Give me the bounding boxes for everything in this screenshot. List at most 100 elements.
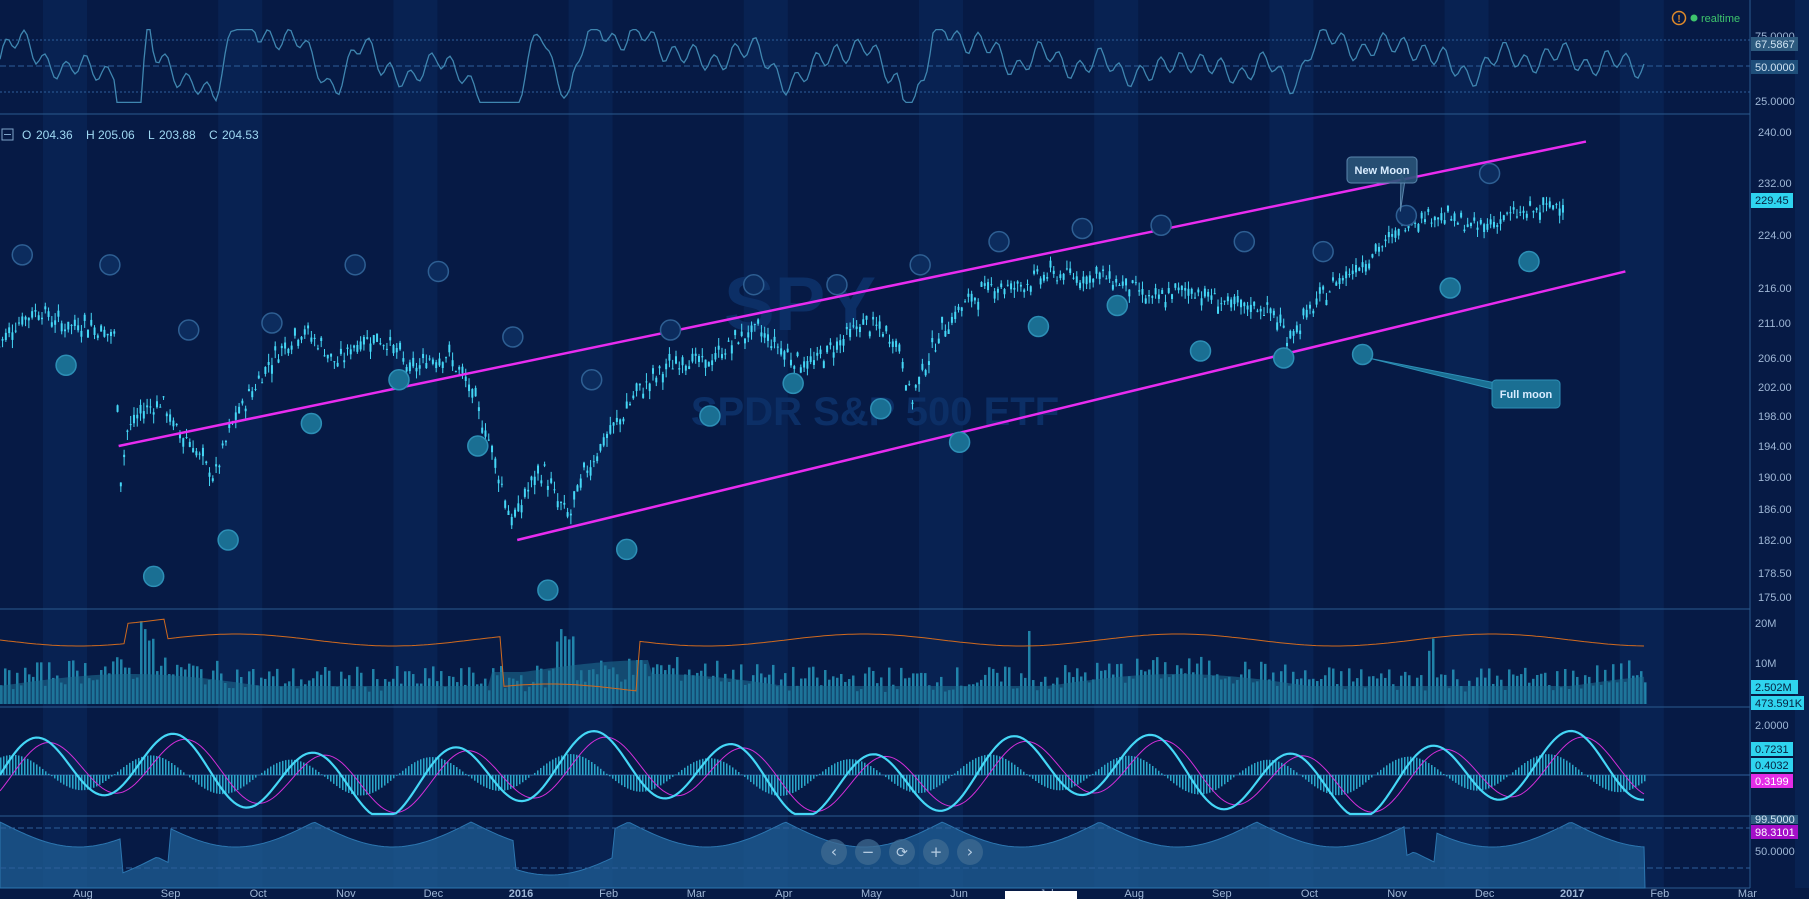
candle-body [852,325,855,327]
candle-body [441,362,444,369]
macd-hist-bar [282,760,284,775]
macd-hist-bar [474,775,476,781]
macd-hist-bar [123,767,125,775]
macd-hist-bar [795,775,797,792]
macd-hist-bar [1239,772,1241,775]
price-tick-label: 211.00 [1758,318,1791,330]
candle-body [776,346,779,348]
collapse-toggle[interactable] [1,128,14,141]
macd-hist-bar [591,761,593,775]
full-moon-callout[interactable] [1491,379,1561,409]
refresh-icon: ⟳ [896,845,908,861]
scroll-right-button-bg[interactable] [957,839,983,865]
candle-body [1538,212,1541,220]
full-moon-marker [467,435,489,457]
candle-body [198,453,201,455]
macd-hist-bar [1500,775,1502,782]
callouts: New Moon Full moon [1346,156,1561,409]
macd-hist-bar [780,775,782,796]
zoom-in-button[interactable]: + [923,839,949,865]
macd-hist-bar [1272,760,1274,775]
candle-body [458,366,461,370]
time-tick-label: Aug [73,888,93,899]
macd-hist-bar [1599,775,1601,786]
reset-button-bg[interactable] [889,839,915,865]
candle-body [553,489,556,491]
candle-body [343,360,346,363]
candle-body [678,368,681,370]
reset-button[interactable]: ⟳ [889,839,915,865]
macd-hist-bar [171,763,173,775]
candle-body [1210,295,1213,300]
candle-body [619,419,622,425]
macd-hist-bar [963,766,965,775]
zoom-out-button[interactable]: − [855,839,881,865]
full-moon-marker [142,565,165,588]
macd-hist-bar [1344,775,1346,795]
macd-hist-bar [1332,775,1334,795]
macd-hist-bar [1386,765,1388,775]
candle-body [1325,299,1328,306]
macd-hist-bar [1542,754,1544,775]
volume-bar [1004,666,1007,704]
macd-hist-bar [231,775,233,793]
candle-body [1469,222,1472,227]
candle-body [70,324,73,326]
candle-body [1529,201,1532,206]
macd-hist-bar [828,767,830,775]
candle-body [908,383,911,385]
candle-body [494,458,497,468]
candles [0,196,1564,530]
macd-hist-bar [858,760,860,775]
candle-body [533,476,536,485]
volume-bar [808,667,811,704]
candle-body [119,482,122,487]
new-moon-marker [427,260,450,283]
macd-hist-bar [627,775,629,789]
candle-body [178,433,181,439]
time-tick-label: Jun [950,888,968,899]
macd-hist-bar [1539,755,1541,775]
month-stripe [568,0,613,888]
candle-body [221,443,224,446]
candle-body [1535,208,1538,211]
zoom-out-button-bg[interactable] [855,839,881,865]
zoom-in-button-bg[interactable] [923,839,949,865]
channel-lower-line[interactable] [516,270,1626,542]
candle-body [274,346,277,351]
candle-body [868,331,871,337]
candle-body [313,337,316,340]
candle-body [1443,220,1446,224]
volume-tick-20m: 20M [1755,618,1776,630]
candle-body [389,337,392,341]
volume-bar [396,666,399,704]
channel-upper-line[interactable] [118,140,1587,448]
macd-hist-bar [1404,757,1406,775]
macd-hist-bar [1587,775,1589,778]
candle-body [546,485,549,490]
macd-hist-bar [582,756,584,775]
macd-hist-bar [1440,771,1442,775]
scroll-right-button[interactable]: › [957,839,983,865]
macd-hist-bar [1458,775,1460,785]
time-tick-label: Oct [1301,888,1318,899]
macd-hist-bar [1227,775,1229,783]
macd-hist-bar [150,755,152,775]
scroll-left-button-bg[interactable] [821,839,847,865]
candle-body [464,376,467,381]
time-tick-label: Feb [1650,888,1669,899]
new-moon-callout[interactable] [1346,156,1418,184]
candle-body [1036,269,1039,272]
scroll-left-button[interactable]: ‹ [821,839,847,865]
macd-hist-bar [909,775,911,792]
candle-body [507,510,510,516]
candle-body [530,476,533,481]
alert-icon[interactable] [1671,10,1687,26]
candle-body [234,412,237,420]
price-tick-label: 182.00 [1758,535,1792,547]
volume-bar [324,667,327,704]
macd-hist-bar [69,775,71,788]
price-tick-label: 175.00 [1758,592,1792,604]
price-tick-label: 224.00 [1758,230,1792,242]
macd-hist-bar [189,775,191,778]
